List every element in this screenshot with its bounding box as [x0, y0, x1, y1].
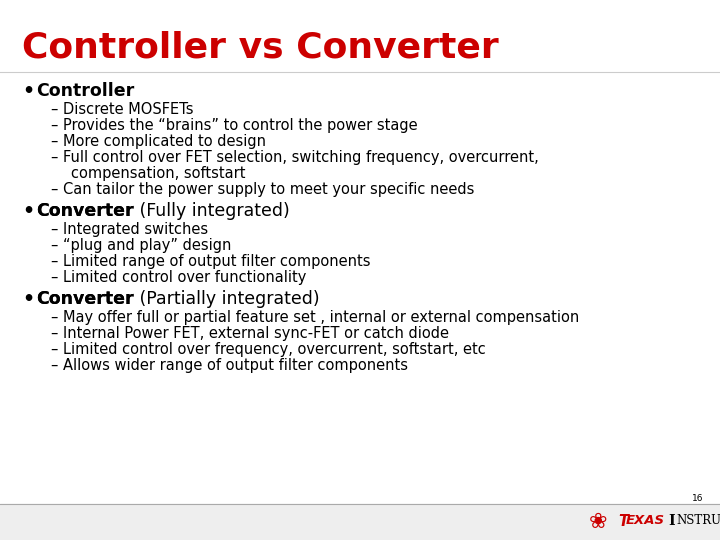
Text: Full control over FET selection, switching frequency, overcurrent,: Full control over FET selection, switchi… [63, 150, 539, 165]
Text: T: T [618, 514, 628, 529]
Text: •: • [22, 290, 34, 309]
Text: –: – [50, 102, 58, 117]
Text: –: – [50, 342, 58, 357]
Text: Limited control over frequency, overcurrent, softstart, etc: Limited control over frequency, overcurr… [63, 342, 486, 357]
Text: Provides the “brains” to control the power stage: Provides the “brains” to control the pow… [63, 118, 418, 133]
Text: –: – [50, 326, 58, 341]
Text: Allows wider range of output filter components: Allows wider range of output filter comp… [63, 358, 408, 373]
Text: Limited range of output filter components: Limited range of output filter component… [63, 254, 371, 269]
Text: •: • [22, 202, 34, 221]
Text: –: – [50, 222, 58, 237]
Text: –: – [50, 118, 58, 133]
Text: “plug and play” design: “plug and play” design [63, 238, 231, 253]
Text: Can tailor the power supply to meet your specific needs: Can tailor the power supply to meet your… [63, 182, 474, 197]
Text: –: – [50, 182, 58, 197]
Text: I: I [668, 514, 675, 528]
Text: –: – [50, 358, 58, 373]
Text: –: – [50, 134, 58, 149]
Text: ❀: ❀ [589, 512, 607, 532]
Text: –: – [50, 270, 58, 285]
Text: compensation, softstart: compensation, softstart [71, 166, 246, 181]
Text: –: – [50, 150, 58, 165]
Text: Converter: Converter [36, 290, 134, 308]
Text: Converter: Converter [36, 290, 134, 308]
Text: Internal Power FET, external sync-FET or catch diode: Internal Power FET, external sync-FET or… [63, 326, 449, 341]
Text: Controller: Controller [36, 82, 134, 100]
Text: NSTRUMENTS: NSTRUMENTS [676, 515, 720, 528]
Text: Controller vs Converter: Controller vs Converter [22, 30, 499, 64]
Text: •: • [22, 82, 34, 101]
Text: EXAS: EXAS [626, 515, 665, 528]
Text: –: – [50, 238, 58, 253]
Text: Converter: Converter [36, 202, 134, 220]
Text: More complicated to design: More complicated to design [63, 134, 266, 149]
Text: Discrete MOSFETs: Discrete MOSFETs [63, 102, 194, 117]
Bar [0, 504, 720, 540]
Text: (Partially integrated): (Partially integrated) [134, 290, 319, 308]
Text: Limited control over functionality: Limited control over functionality [63, 270, 307, 285]
Text: –: – [50, 254, 58, 269]
Text: –: – [50, 310, 58, 325]
Text: 16: 16 [691, 494, 703, 503]
Text: Integrated switches: Integrated switches [63, 222, 208, 237]
Text: Converter: Converter [36, 202, 134, 220]
Text: May offer full or partial feature set , internal or external compensation: May offer full or partial feature set , … [63, 310, 580, 325]
Text: (Fully integrated): (Fully integrated) [134, 202, 289, 220]
